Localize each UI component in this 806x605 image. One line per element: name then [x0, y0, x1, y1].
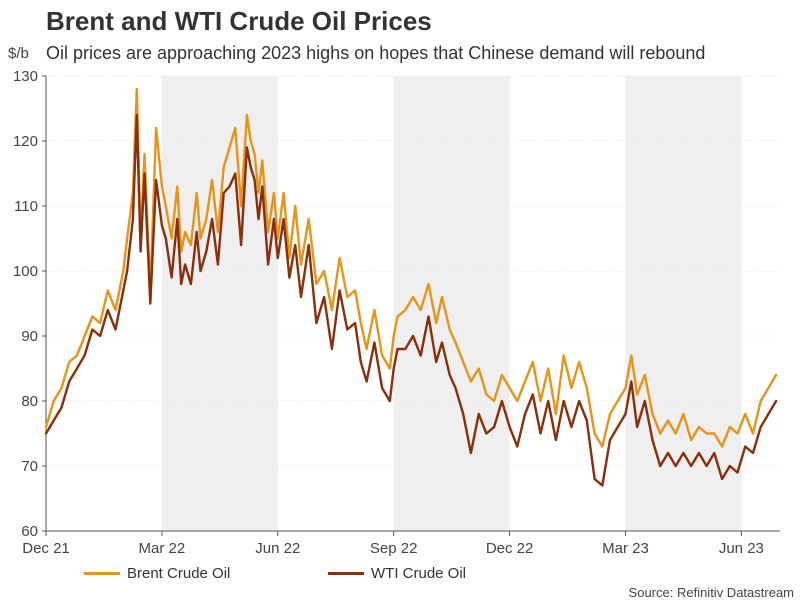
- legend: Brent Crude Oil WTI Crude Oil: [0, 565, 806, 585]
- y-tick-label-70: 70: [21, 458, 38, 475]
- y-tick-label-80: 80: [21, 393, 38, 410]
- x-tick-label-1: Mar 22: [139, 540, 186, 557]
- chart-subtitle: Oil prices are approaching 2023 highs on…: [46, 43, 706, 63]
- shaded-band-1: [393, 76, 510, 531]
- legend-label-wti: WTI Crude Oil: [371, 565, 467, 582]
- x-tick-label-6: Jun 23: [719, 540, 764, 557]
- series-line-brent: [44, 87, 778, 448]
- y-tick-label-60: 60: [21, 523, 38, 540]
- y-tick-label-100: 100: [13, 263, 38, 280]
- y-tick-label-90: 90: [21, 328, 38, 345]
- legend-swatch-brent: [84, 572, 120, 575]
- shaded-band-2: [625, 76, 742, 531]
- legend-label-brent: Brent Crude Oil: [127, 565, 231, 582]
- chart-title: Brent and WTI Crude Oil Prices: [46, 6, 432, 36]
- y-axis-unit-label: $/b: [8, 45, 29, 62]
- y-tick-label-120: 120: [13, 133, 38, 150]
- x-tick-label-5: Mar 23: [602, 540, 649, 557]
- y-tick-label-130: 130: [13, 68, 38, 85]
- legend-swatch-wti: [328, 572, 364, 575]
- x-tick-label-4: Dec 22: [486, 540, 534, 557]
- source-note: Source: Refinitiv Datastream: [628, 585, 794, 600]
- x-tick-label-3: Sep 22: [370, 540, 418, 557]
- legend-item-brent: Brent Crude Oil: [84, 565, 230, 582]
- y-tick-label-110: 110: [14, 198, 38, 215]
- shaded-band-0: [161, 76, 278, 531]
- series-line-wti: [44, 113, 778, 487]
- legend-item-wti: WTI Crude Oil: [328, 565, 466, 582]
- x-tick-label-0: Dec 21: [22, 540, 70, 557]
- x-tick-label-2: Jun 22: [255, 540, 300, 557]
